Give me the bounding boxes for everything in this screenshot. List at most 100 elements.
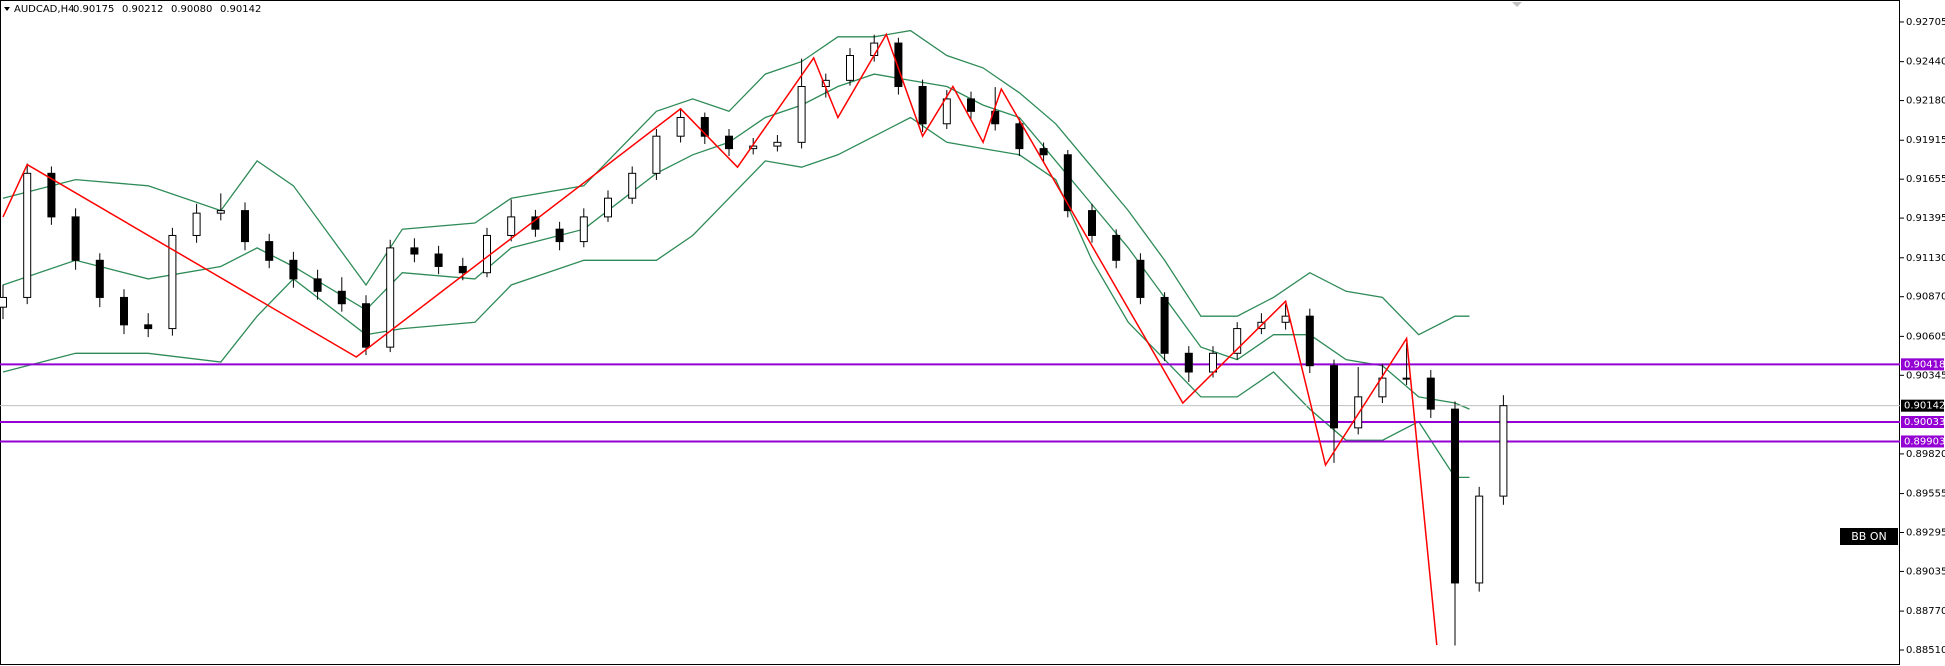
candle-body	[628, 172, 637, 199]
candle-body	[676, 116, 685, 137]
y-tick-label: 0.89035	[1906, 566, 1945, 577]
plot-frame	[0, 0, 1900, 665]
level-tag-label: 0.90033	[1904, 417, 1945, 428]
y-tick-label: 0.90605	[1906, 331, 1945, 342]
candle-body	[725, 135, 733, 150]
candle-body	[458, 265, 467, 274]
candle-body	[942, 98, 951, 125]
candle-body	[1475, 495, 1484, 584]
candle-body	[749, 145, 758, 150]
candle-body	[1136, 259, 1145, 298]
candle-body	[555, 228, 564, 243]
zigzag	[2, 32, 1438, 646]
bb-button-bg[interactable]	[1840, 528, 1898, 545]
candle-body	[1451, 408, 1459, 584]
candle-body	[120, 296, 128, 326]
bollinger-lower	[2, 116, 1470, 479]
menu-arrow	[4, 7, 10, 11]
candle-body	[870, 42, 879, 57]
candle-body	[47, 172, 56, 218]
candle-body	[1426, 377, 1435, 410]
bb-button[interactable]: BB ON	[1840, 528, 1898, 545]
candle-body	[337, 290, 346, 305]
candle-body	[507, 216, 516, 236]
candle-body	[95, 259, 104, 298]
header-ohlc: 0.90175 0.90212 0.90080 0.90142	[73, 4, 261, 15]
candle-body	[1233, 328, 1242, 354]
y-tick-label: 0.89295	[1906, 527, 1945, 538]
candle-body	[967, 98, 975, 112]
level-tag-label: 0.90418	[1904, 359, 1945, 370]
candle-body	[23, 172, 32, 298]
candle-body	[1088, 210, 1096, 236]
candle-body	[1209, 352, 1217, 373]
price-axis: 0.92705 0.92440 0.92180 0.91915 0.91655 0.913…	[1900, 17, 1945, 656]
candle-body	[1063, 154, 1072, 212]
candle-body	[1112, 234, 1121, 261]
header-value: 0.90080	[171, 4, 212, 15]
candle-body	[434, 253, 443, 267]
y-tick-label: 0.91395	[1906, 213, 1945, 224]
y-tick-label: 0.90345	[1906, 370, 1945, 381]
candle-body	[192, 212, 201, 236]
current-price-label: 0.90142	[1904, 401, 1945, 412]
header-value: 0.90175	[73, 4, 114, 15]
candle-body	[894, 42, 903, 87]
y-tick-label: 0.91655	[1906, 174, 1945, 185]
level-tag	[1901, 358, 1944, 371]
candle-body	[1499, 405, 1508, 497]
candle-body	[144, 324, 153, 330]
header-value: 0.90212	[122, 4, 163, 15]
candle-body	[797, 85, 806, 143]
candle-body	[0, 296, 7, 308]
candle-body	[362, 303, 370, 348]
plot	[0, 29, 1900, 646]
level-tag-label: 0.89903	[1904, 436, 1945, 447]
candle-body	[1039, 148, 1048, 156]
candle-body	[1330, 365, 1338, 429]
candle-body	[241, 210, 249, 243]
candle-body	[289, 259, 298, 280]
candle-body	[918, 85, 927, 125]
y-tick-label: 0.91915	[1906, 135, 1945, 146]
candle-body	[604, 197, 612, 218]
y-tick-label: 0.90870	[1906, 292, 1945, 303]
candle-body	[1354, 396, 1363, 429]
candle-body	[168, 234, 177, 330]
candle-body	[773, 141, 782, 147]
candle-body	[846, 55, 854, 81]
candle-body	[1184, 352, 1193, 373]
candle-body	[1281, 315, 1290, 323]
y-tick-label: 0.92705	[1906, 17, 1945, 28]
candle-body	[1015, 123, 1024, 150]
current-price-tag	[1901, 399, 1944, 412]
header-value: 0.90142	[220, 4, 261, 15]
candle-body	[216, 210, 225, 214]
y-tick-label: 0.91130	[1906, 253, 1945, 264]
y-tick-label: 0.88510	[1906, 645, 1945, 656]
candle-body	[579, 216, 588, 243]
symbol-title: AUDCAD,H4	[14, 4, 74, 15]
candle-body	[410, 247, 419, 255]
candle-body	[1160, 296, 1169, 354]
candle-body	[483, 234, 491, 274]
bb-button-label[interactable]: BB ON	[1851, 530, 1886, 543]
level-tag	[1901, 416, 1944, 429]
candle-body	[700, 116, 709, 137]
candle-body	[1402, 377, 1411, 380]
level-tag	[1901, 435, 1944, 448]
y-tick-label: 0.89555	[1906, 489, 1945, 500]
shift-marker	[1512, 2, 1522, 7]
bollinger-upper	[2, 29, 1470, 336]
candle-body	[1305, 315, 1314, 367]
y-tick-label: 0.89820	[1906, 449, 1945, 460]
candle-body	[71, 216, 80, 261]
candle-body	[386, 247, 395, 348]
y-tick-label: 0.88770	[1906, 606, 1945, 617]
y-tick-label: 0.92180	[1906, 96, 1945, 107]
y-tick-label: 0.92440	[1906, 57, 1945, 68]
candle-body	[313, 278, 322, 292]
candle-body	[265, 241, 274, 261]
candle-body	[652, 135, 661, 174]
